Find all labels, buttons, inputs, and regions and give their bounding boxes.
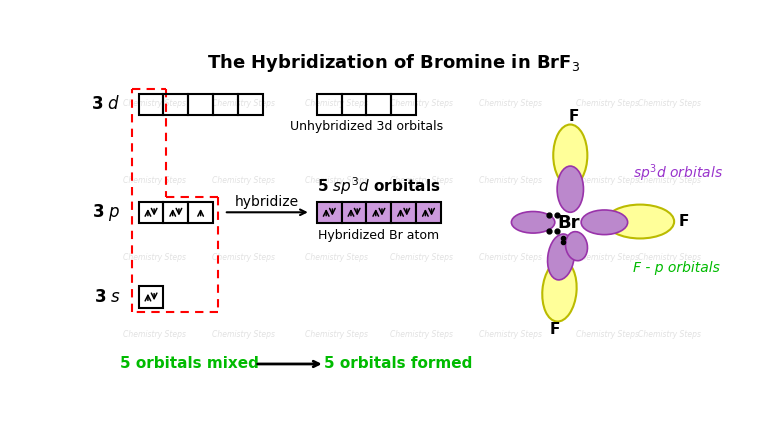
Ellipse shape [542, 260, 577, 321]
Text: Chemistry Steps: Chemistry Steps [123, 253, 186, 262]
Text: $\mathbf{3}\ \mathit{p}$: $\mathbf{3}\ \mathit{p}$ [92, 202, 121, 223]
Bar [164, 94, 188, 115]
Text: Chemistry Steps: Chemistry Steps [390, 176, 453, 185]
Text: Chemistry Steps: Chemistry Steps [305, 176, 368, 185]
Text: Chemistry Steps: Chemistry Steps [123, 330, 186, 339]
Text: Hybridized Br atom: Hybridized Br atom [318, 229, 439, 242]
Text: $\mathbf{3}\ \mathit{s}$: $\mathbf{3}\ \mathit{s}$ [94, 288, 121, 306]
Text: Chemistry Steps: Chemistry Steps [305, 330, 368, 339]
Text: Chemistry Steps: Chemistry Steps [576, 99, 639, 108]
Bar [139, 286, 164, 308]
Text: Chemistry Steps: Chemistry Steps [305, 99, 368, 108]
Bar [342, 202, 366, 223]
Text: $sp^3d$ orbitals: $sp^3d$ orbitals [633, 162, 723, 184]
Text: Br: Br [558, 214, 580, 232]
Text: 5 $sp^3d$ orbitals: 5 $sp^3d$ orbitals [317, 175, 441, 197]
Text: Chemistry Steps: Chemistry Steps [390, 253, 453, 262]
Text: Chemistry Steps: Chemistry Steps [212, 253, 275, 262]
Bar [391, 94, 416, 115]
Bar [342, 94, 366, 115]
Ellipse shape [553, 125, 588, 186]
Bar [238, 94, 263, 115]
Bar [317, 202, 342, 223]
Text: F: F [550, 322, 560, 337]
Text: F: F [568, 109, 578, 124]
Text: F - p orbitals: F - p orbitals [633, 261, 720, 275]
Text: Chemistry Steps: Chemistry Steps [123, 176, 186, 185]
Bar [139, 94, 164, 115]
Text: hybridize: hybridize [235, 194, 300, 208]
Bar [366, 202, 391, 223]
Ellipse shape [581, 210, 627, 235]
Text: Chemistry Steps: Chemistry Steps [479, 330, 542, 339]
Text: 5 orbitals formed: 5 orbitals formed [324, 357, 472, 372]
Text: The Hybridization of Bromine in BrF$_3$: The Hybridization of Bromine in BrF$_3$ [207, 52, 580, 74]
Text: Chemistry Steps: Chemistry Steps [305, 253, 368, 262]
Text: Chemistry Steps: Chemistry Steps [212, 99, 275, 108]
Bar [391, 202, 416, 223]
Text: Chemistry Steps: Chemistry Steps [479, 99, 542, 108]
Bar [317, 94, 342, 115]
Text: Chemistry Steps: Chemistry Steps [479, 176, 542, 185]
Text: Chemistry Steps: Chemistry Steps [638, 330, 701, 339]
Text: Chemistry Steps: Chemistry Steps [576, 253, 639, 262]
Ellipse shape [557, 166, 584, 212]
Text: Chemistry Steps: Chemistry Steps [390, 330, 453, 339]
Bar [139, 202, 164, 223]
Bar [213, 94, 238, 115]
Ellipse shape [511, 211, 554, 233]
Text: Chemistry Steps: Chemistry Steps [123, 99, 186, 108]
Text: Chemistry Steps: Chemistry Steps [212, 330, 275, 339]
Text: Chemistry Steps: Chemistry Steps [212, 176, 275, 185]
Text: Chemistry Steps: Chemistry Steps [576, 176, 639, 185]
Text: Chemistry Steps: Chemistry Steps [638, 99, 701, 108]
Text: Chemistry Steps: Chemistry Steps [390, 99, 453, 108]
Bar [188, 94, 213, 115]
Text: Chemistry Steps: Chemistry Steps [638, 176, 701, 185]
Text: Chemistry Steps: Chemistry Steps [638, 253, 701, 262]
Ellipse shape [606, 205, 674, 238]
Text: Chemistry Steps: Chemistry Steps [479, 253, 542, 262]
Bar [366, 94, 391, 115]
Text: 5 orbitals mixed: 5 orbitals mixed [120, 357, 259, 372]
Text: Chemistry Steps: Chemistry Steps [576, 330, 639, 339]
Ellipse shape [548, 234, 574, 280]
Bar [188, 202, 213, 223]
Text: $\mathbf{3}\ \mathit{d}$: $\mathbf{3}\ \mathit{d}$ [91, 95, 121, 113]
Text: F: F [678, 214, 689, 229]
Bar [416, 202, 441, 223]
Bar [164, 202, 188, 223]
Text: Unhybridized 3d orbitals: Unhybridized 3d orbitals [290, 120, 443, 133]
Ellipse shape [565, 232, 588, 261]
